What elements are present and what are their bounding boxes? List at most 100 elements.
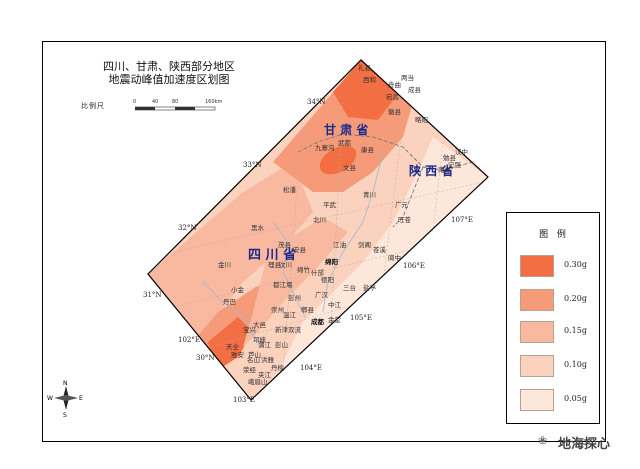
zone-005 — [251, 137, 488, 400]
place-label: 松潘 — [283, 185, 297, 194]
province-label: 四 川 省 — [248, 247, 296, 263]
lon-label: 104°E — [300, 364, 322, 372]
legend-swatch — [520, 355, 554, 377]
province-border — [297, 133, 474, 171]
legend-label: 0.15g — [564, 326, 587, 335]
legend-label: 0.30g — [564, 260, 587, 269]
lon-label: 102°E — [178, 336, 200, 344]
legend-swatch — [520, 389, 554, 411]
place-label: 九寨沟 — [315, 143, 335, 152]
place-label: 江油 — [333, 240, 346, 249]
place-label: 文县 — [343, 163, 357, 172]
province-border — [392, 166, 424, 228]
place-label: 中江 — [328, 300, 342, 309]
lat-label: 30°N — [196, 354, 215, 362]
map-title-line2: 地震动峰值加速度区划图 — [108, 73, 230, 86]
place-label: 宁强 — [448, 160, 462, 169]
scale-tick: 40 — [152, 99, 159, 105]
place-label: 汶川 — [279, 260, 292, 269]
place-label: 汉中 — [455, 147, 468, 156]
place-label: 德阳 — [321, 275, 334, 284]
place-label: 洪雅 — [261, 355, 275, 364]
legend-label: 0.10g — [564, 360, 587, 369]
place-label: 理县 — [268, 261, 282, 269]
place-label: 金堂 — [328, 315, 342, 324]
place-label: 南郑 — [438, 165, 452, 174]
watermark: ❀ 地海探心 — [538, 428, 638, 456]
legend: 图 例 0.30g 0.20g 0.15g 0.10g 0.05g — [506, 212, 600, 424]
map-frame: 34°N 33°N 32°N 31°N 30°N 107°E 106°E 105… — [42, 41, 606, 442]
compass-e: E — [79, 395, 83, 402]
river — [322, 151, 384, 313]
place-label: 平武 — [323, 200, 337, 209]
place-label: 三台 — [343, 283, 356, 292]
place-label: 广元 — [395, 200, 409, 209]
place-label: 天全 — [226, 342, 240, 351]
place-label: 崇州 — [271, 306, 284, 314]
legend-item: 0.20g — [520, 289, 598, 311]
place-label: 丹棱 — [271, 363, 285, 372]
legend-title: 图 例 — [539, 230, 569, 240]
wechat-icon: ❀ — [538, 434, 548, 447]
scale-tick: 0 — [133, 99, 137, 105]
place-label: 芦山 — [248, 350, 261, 359]
place-label: 雅安 — [231, 350, 245, 359]
legend-swatch — [520, 321, 554, 343]
place-label: 成县 — [408, 85, 422, 94]
place-label: 双流 — [288, 325, 302, 334]
place-label: 勉县 — [443, 153, 457, 162]
place-label: 西和 — [363, 75, 376, 84]
lat-label: 32°N — [178, 224, 197, 232]
legend-item: 0.10g — [520, 355, 598, 377]
place-label: 安县 — [293, 245, 307, 254]
place-label: 名山 — [247, 355, 260, 364]
lat-label: 34°N — [307, 98, 326, 106]
place-label: 广汉 — [315, 290, 329, 299]
zone-030-north — [333, 60, 398, 120]
place-label: 绵竹 — [297, 265, 311, 274]
place-label: 茂县 — [278, 240, 292, 249]
watermark-text: 地海探心 — [558, 437, 611, 452]
compass-w: W — [47, 395, 53, 402]
zone-015-central — [243, 217, 348, 347]
zone-030-south — [208, 317, 253, 372]
place-label: 夹江 — [258, 370, 272, 379]
zone-015-west — [148, 162, 313, 342]
place-label: 北川 — [313, 216, 326, 224]
legend-swatch — [520, 255, 554, 277]
place-label: 峨眉山 — [248, 377, 268, 386]
map-title-line1: 四川、甘肃、陕西部分地区 — [103, 60, 235, 73]
place-label: 大邑 — [253, 320, 267, 329]
place-label: 丹巴 — [223, 298, 237, 306]
legend-label: 0.20g — [564, 294, 587, 303]
place-label: 青川 — [363, 190, 376, 199]
lon-label: 105°E — [350, 314, 372, 322]
map-outline — [147, 59, 489, 401]
place-label: 郫县 — [301, 305, 315, 314]
compass-s: S — [63, 412, 67, 418]
compass-icon: N S E W — [47, 380, 83, 418]
place-label: 邛崃 — [253, 335, 267, 344]
place-label: 剑阁 — [358, 240, 371, 249]
lat-label: 31°N — [143, 291, 162, 299]
intensity-map: 34°N 33°N 32°N 31°N 30°N 107°E 106°E 105… — [143, 59, 489, 404]
scale-tick: 80 — [172, 99, 179, 105]
place-label: 金川 — [218, 260, 231, 269]
place-label: 蒲江 — [258, 340, 272, 349]
place-label: 旺苍 — [398, 215, 412, 224]
place-label: 温江 — [283, 310, 297, 319]
province-label: 陕 西 省 — [409, 163, 453, 178]
river — [202, 281, 259, 343]
legend-label: 0.05g — [564, 394, 587, 403]
compass-n: N — [63, 380, 68, 387]
legend-item: 0.15g — [520, 321, 598, 343]
province-label: 甘 肃 省 — [324, 122, 368, 137]
scale-bar — [135, 106, 216, 111]
place-label: 成都 — [311, 317, 325, 326]
river — [272, 221, 306, 318]
place-label: 略阳 — [415, 115, 428, 124]
scale-tick: 160km — [205, 99, 223, 105]
place-label: 都江堰 — [273, 280, 293, 289]
place-label: 阆中 — [388, 253, 401, 262]
place-label: 武都 — [338, 138, 352, 147]
